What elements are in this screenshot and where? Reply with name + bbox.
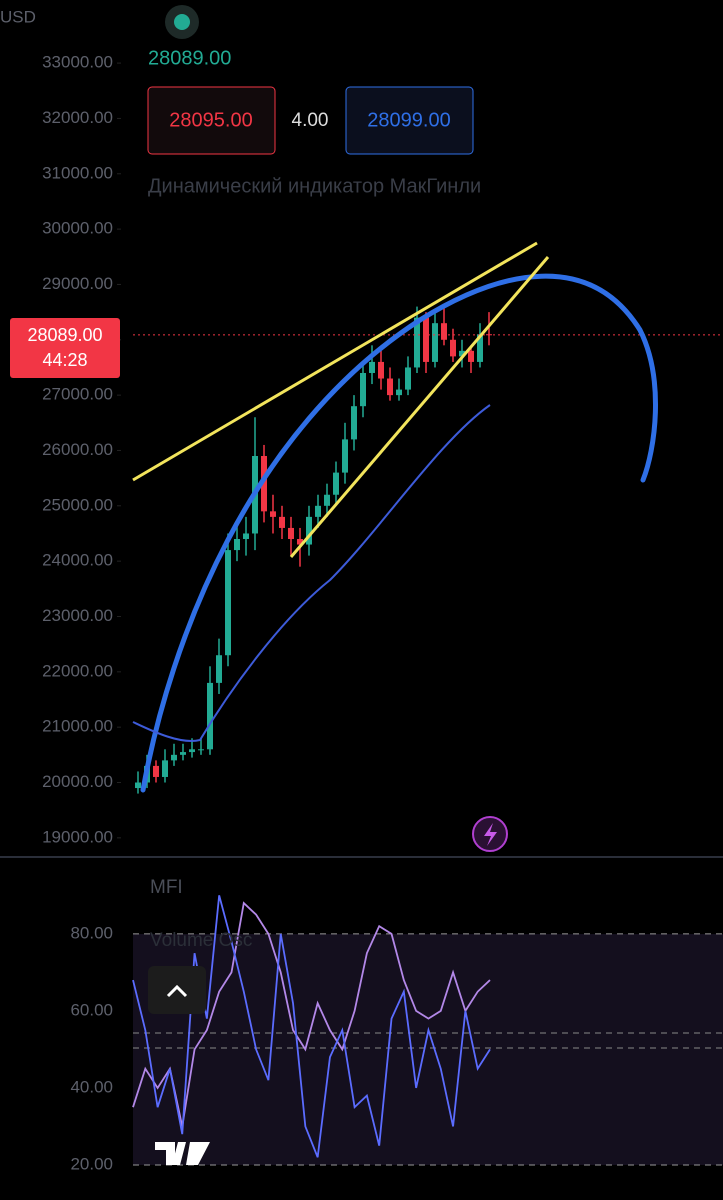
y-tick-label: 24000.00 xyxy=(42,551,113,570)
arc-drawing xyxy=(140,273,658,793)
y-tick-label: 20.00 xyxy=(70,1154,113,1173)
mcginley-line xyxy=(132,404,491,742)
candle-body xyxy=(162,760,168,777)
candle-body xyxy=(270,511,276,517)
candle-body xyxy=(477,334,483,362)
trend-line xyxy=(132,241,538,482)
candle-body xyxy=(360,372,366,407)
candle-body xyxy=(405,367,411,390)
y-tick-label: 32000.00 xyxy=(42,108,113,127)
candle-body xyxy=(369,361,375,373)
candle-body xyxy=(153,765,159,777)
spread: 4.00 xyxy=(292,110,329,131)
chevron-icon xyxy=(166,984,188,998)
candle-body xyxy=(333,472,339,495)
sell-button[interactable] xyxy=(147,86,276,155)
y-tick-label: 22000.00 xyxy=(42,661,113,680)
candle-body xyxy=(207,682,213,750)
last-price: 28089.00 xyxy=(148,47,231,69)
y-tick-label: 27000.00 xyxy=(42,385,113,404)
legend-label: MFI xyxy=(150,877,183,898)
candle-body xyxy=(351,406,357,440)
candle-body xyxy=(459,350,465,357)
candle-body xyxy=(396,389,402,396)
candle-body xyxy=(261,456,267,512)
candle-body xyxy=(387,378,393,396)
candle-body xyxy=(324,494,330,506)
tv-logo xyxy=(155,1142,210,1165)
candle-body xyxy=(243,533,249,540)
candle-body xyxy=(468,350,474,362)
mfi-band xyxy=(133,934,723,1165)
candle-body xyxy=(441,323,447,340)
y-tick-label: 20000.00 xyxy=(42,772,113,791)
y-tick-label: 33000.00 xyxy=(42,53,113,72)
y-tick-label: 40.00 xyxy=(70,1077,113,1096)
price-tag-value: 28089.00 xyxy=(27,325,102,345)
candle-body xyxy=(450,339,456,357)
trend-line xyxy=(289,256,550,558)
candle-body xyxy=(378,361,384,379)
candle-body xyxy=(297,539,303,545)
candle-body xyxy=(414,317,420,368)
plot: 19000.00 20000.00 21000.00 22000.00 23000.00… xyxy=(42,53,723,1173)
candle-body xyxy=(306,516,312,545)
y-tick-label: 23000.00 xyxy=(42,606,113,625)
status-dot xyxy=(174,14,190,30)
candle-body xyxy=(198,749,204,751)
y-tick-label: 29000.00 xyxy=(42,274,113,293)
buy-price: 28099.00 xyxy=(367,109,450,131)
price-tag xyxy=(10,318,120,378)
candle-body xyxy=(423,317,429,362)
y-tick-label: 60.00 xyxy=(70,1000,113,1019)
y-tick-label: 21000.00 xyxy=(42,717,113,736)
y-tick-label: 19000.00 xyxy=(42,827,113,846)
candle-body xyxy=(171,754,177,761)
candle-body xyxy=(432,323,438,362)
countdown: 44:28 xyxy=(42,350,87,370)
candle-body xyxy=(216,655,222,683)
buy-button[interactable] xyxy=(345,86,474,155)
lightning-icon xyxy=(484,823,497,846)
candle-body xyxy=(225,550,231,656)
indicator-line xyxy=(132,901,491,1127)
candle-body xyxy=(279,516,285,528)
y-tick-label: 80.00 xyxy=(70,923,113,942)
y-tick-label: 25000.00 xyxy=(42,495,113,514)
y-tick-label: 26000.00 xyxy=(42,440,113,459)
legend-label: Volume Osc xyxy=(150,930,252,951)
currency[interactable]: USD xyxy=(0,7,36,26)
sell-price: 28095.00 xyxy=(169,109,252,131)
candle-body xyxy=(234,539,240,551)
candle-body xyxy=(180,752,186,755)
indicator-name: Динамический индикатор МакГинли xyxy=(148,175,481,197)
y-tick-label: 30000.00 xyxy=(42,219,113,238)
candle-body xyxy=(342,439,348,473)
candle-body xyxy=(189,749,195,753)
y-tick-label: 31000.00 xyxy=(42,163,113,182)
candle-body xyxy=(288,527,294,540)
candle-body xyxy=(315,505,321,517)
collapse-button[interactable] xyxy=(148,966,206,1014)
candle-body xyxy=(135,782,141,789)
